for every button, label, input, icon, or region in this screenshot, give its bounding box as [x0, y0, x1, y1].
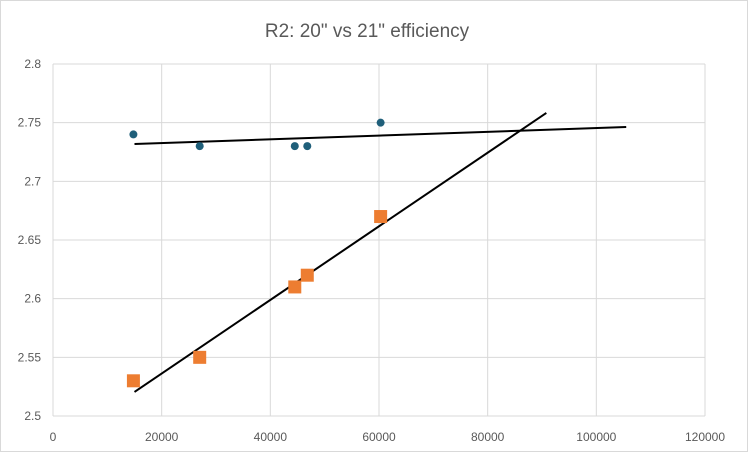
data-points — [126, 118, 388, 388]
x-tick-label: 120000 — [685, 430, 725, 444]
y-tick-label: 2.5 — [24, 409, 41, 423]
x-tick-label: 40000 — [254, 430, 288, 444]
data-point-series-2 — [126, 374, 140, 388]
x-tick-label: 80000 — [471, 430, 505, 444]
data-point-series-2 — [374, 210, 388, 224]
trendline-series-1 — [134, 126, 627, 146]
data-point-series-1 — [376, 118, 385, 127]
y-tick-label: 2.8 — [24, 57, 41, 71]
data-point-series-1 — [303, 142, 312, 151]
trendlines — [133, 112, 627, 393]
data-point-series-2 — [300, 268, 314, 282]
y-tick-label: 2.75 — [18, 116, 42, 130]
y-tick-label: 2.7 — [24, 174, 41, 188]
axes: 2.5 2.55 2.6 2.65 2.7 2.75 2.8 0 20000 40000 60000… — [18, 57, 726, 444]
data-point-series-2 — [288, 280, 302, 294]
y-tick-label: 2.6 — [24, 292, 41, 306]
y-tick-label: 2.65 — [18, 233, 42, 247]
data-point-series-1 — [195, 142, 204, 151]
trendline-series-2 — [133, 112, 547, 393]
y-tick-label: 2.55 — [18, 350, 42, 364]
x-tick-label: 20000 — [145, 430, 179, 444]
data-point-series-1 — [129, 130, 138, 139]
gridlines — [52, 63, 706, 417]
chart-title: R2: 20" vs 21" efficiency — [265, 21, 470, 42]
data-point-series-2 — [193, 350, 207, 364]
data-point-series-1 — [290, 142, 299, 151]
x-tick-label: 100000 — [576, 430, 616, 444]
x-tick-label: 60000 — [362, 430, 396, 444]
x-tick-label: 0 — [50, 430, 57, 444]
